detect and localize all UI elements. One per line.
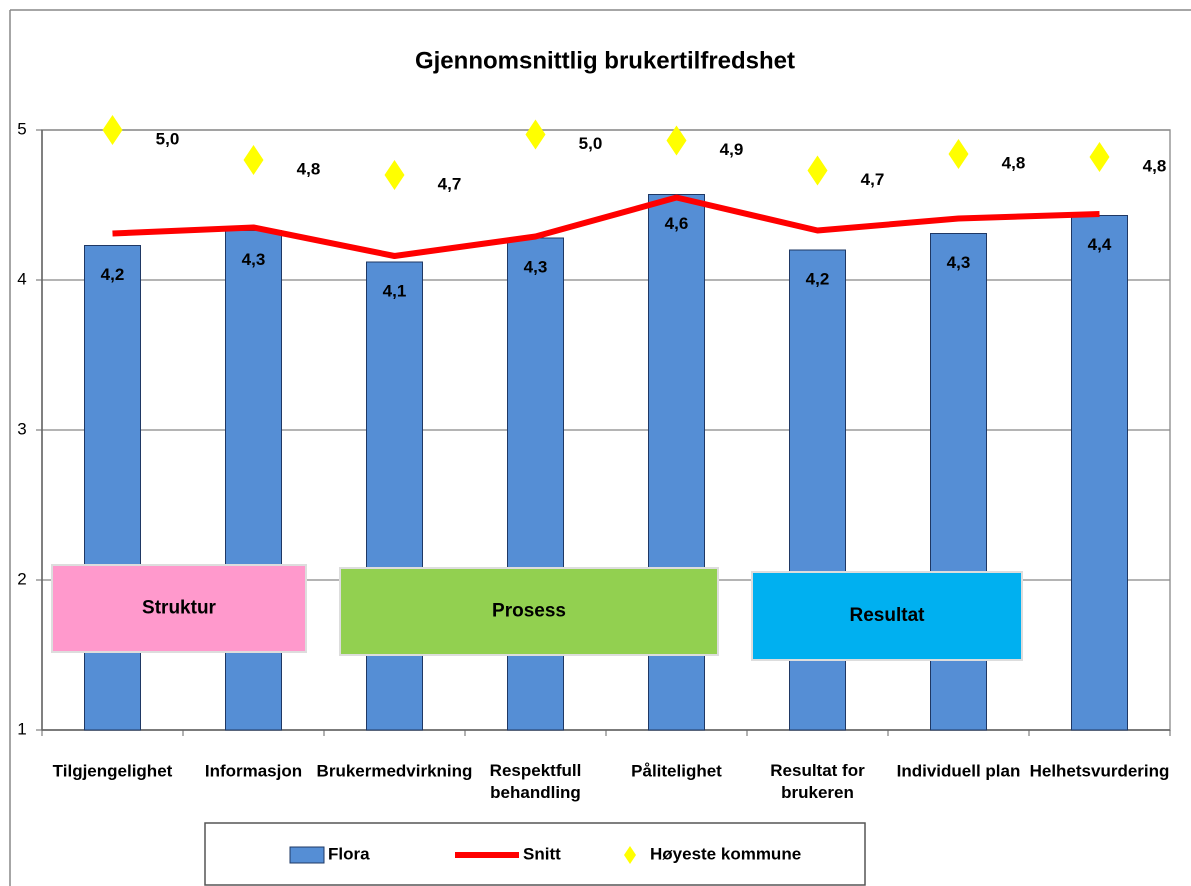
legend-swatch <box>289 846 325 864</box>
bar-value-label: 4,3 <box>524 257 548 276</box>
x-tick-label: Respektfull behandling <box>490 761 582 802</box>
legend-label: Høyeste kommune <box>650 844 801 863</box>
y-tick-label: 5 <box>17 119 26 138</box>
marker-value-label: 5,0 <box>156 129 180 148</box>
group-label: Resultat <box>850 605 926 626</box>
marker-value-label: 4,8 <box>1002 153 1026 172</box>
marker-value-label: 4,7 <box>438 174 462 193</box>
marker-value-label: 4,8 <box>297 159 321 178</box>
bar-value-label: 4,6 <box>665 214 689 233</box>
bar <box>366 261 423 731</box>
group-label: Prosess <box>492 601 566 622</box>
diamond-marker <box>102 115 123 145</box>
bar-value-label: 4,2 <box>101 265 125 284</box>
marker-value-label: 4,8 <box>1143 156 1167 175</box>
diamond-marker <box>1089 142 1110 172</box>
bar-value-label: 4,3 <box>242 250 266 269</box>
diamond-marker <box>384 160 405 190</box>
diamond-marker <box>948 139 969 169</box>
chart-title: Gjennomsnittlig brukertilfredshet <box>415 47 795 74</box>
y-tick-label: 1 <box>17 719 26 738</box>
y-tick-label: 3 <box>17 419 26 438</box>
diamond-marker <box>243 145 264 175</box>
legend-label: Flora <box>328 844 370 863</box>
x-tick-label: Pålitelighet <box>631 761 722 780</box>
marker-value-label: 4,7 <box>861 170 885 189</box>
x-tick-label: Informasjon <box>205 761 302 780</box>
bar <box>225 230 282 731</box>
group-box <box>751 571 1023 661</box>
bar <box>84 245 141 731</box>
y-tick-label: 4 <box>17 269 26 288</box>
bar-value-label: 4,4 <box>1088 235 1112 254</box>
diamond-marker <box>807 155 828 186</box>
bar <box>507 237 564 731</box>
line <box>112 194 1100 259</box>
bar-value-label: 4,1 <box>383 281 407 300</box>
x-tick-label: Resultat for brukeren <box>770 761 865 802</box>
marker-value-label: 5,0 <box>579 134 603 153</box>
group-label: Struktur <box>142 598 217 619</box>
bar-value-label: 4,2 <box>806 269 830 288</box>
x-tick-label: Brukermedvirkning <box>317 761 473 780</box>
bar-value-label: 4,3 <box>947 253 971 272</box>
group-box <box>51 564 307 653</box>
bar <box>1071 215 1128 731</box>
legend-label: Snitt <box>523 844 561 863</box>
x-tick-label: Helhetsvurdering <box>1030 761 1170 780</box>
group-box <box>339 567 719 656</box>
diamond-marker <box>525 119 546 150</box>
x-tick-label: Individuell plan <box>897 761 1021 780</box>
y-tick-label: 2 <box>17 569 26 588</box>
legend-swatch <box>624 846 636 864</box>
diamond-marker <box>666 125 687 156</box>
marker-value-label: 4,9 <box>720 140 744 159</box>
x-tick-label: Tilgjengelighet <box>53 761 173 780</box>
